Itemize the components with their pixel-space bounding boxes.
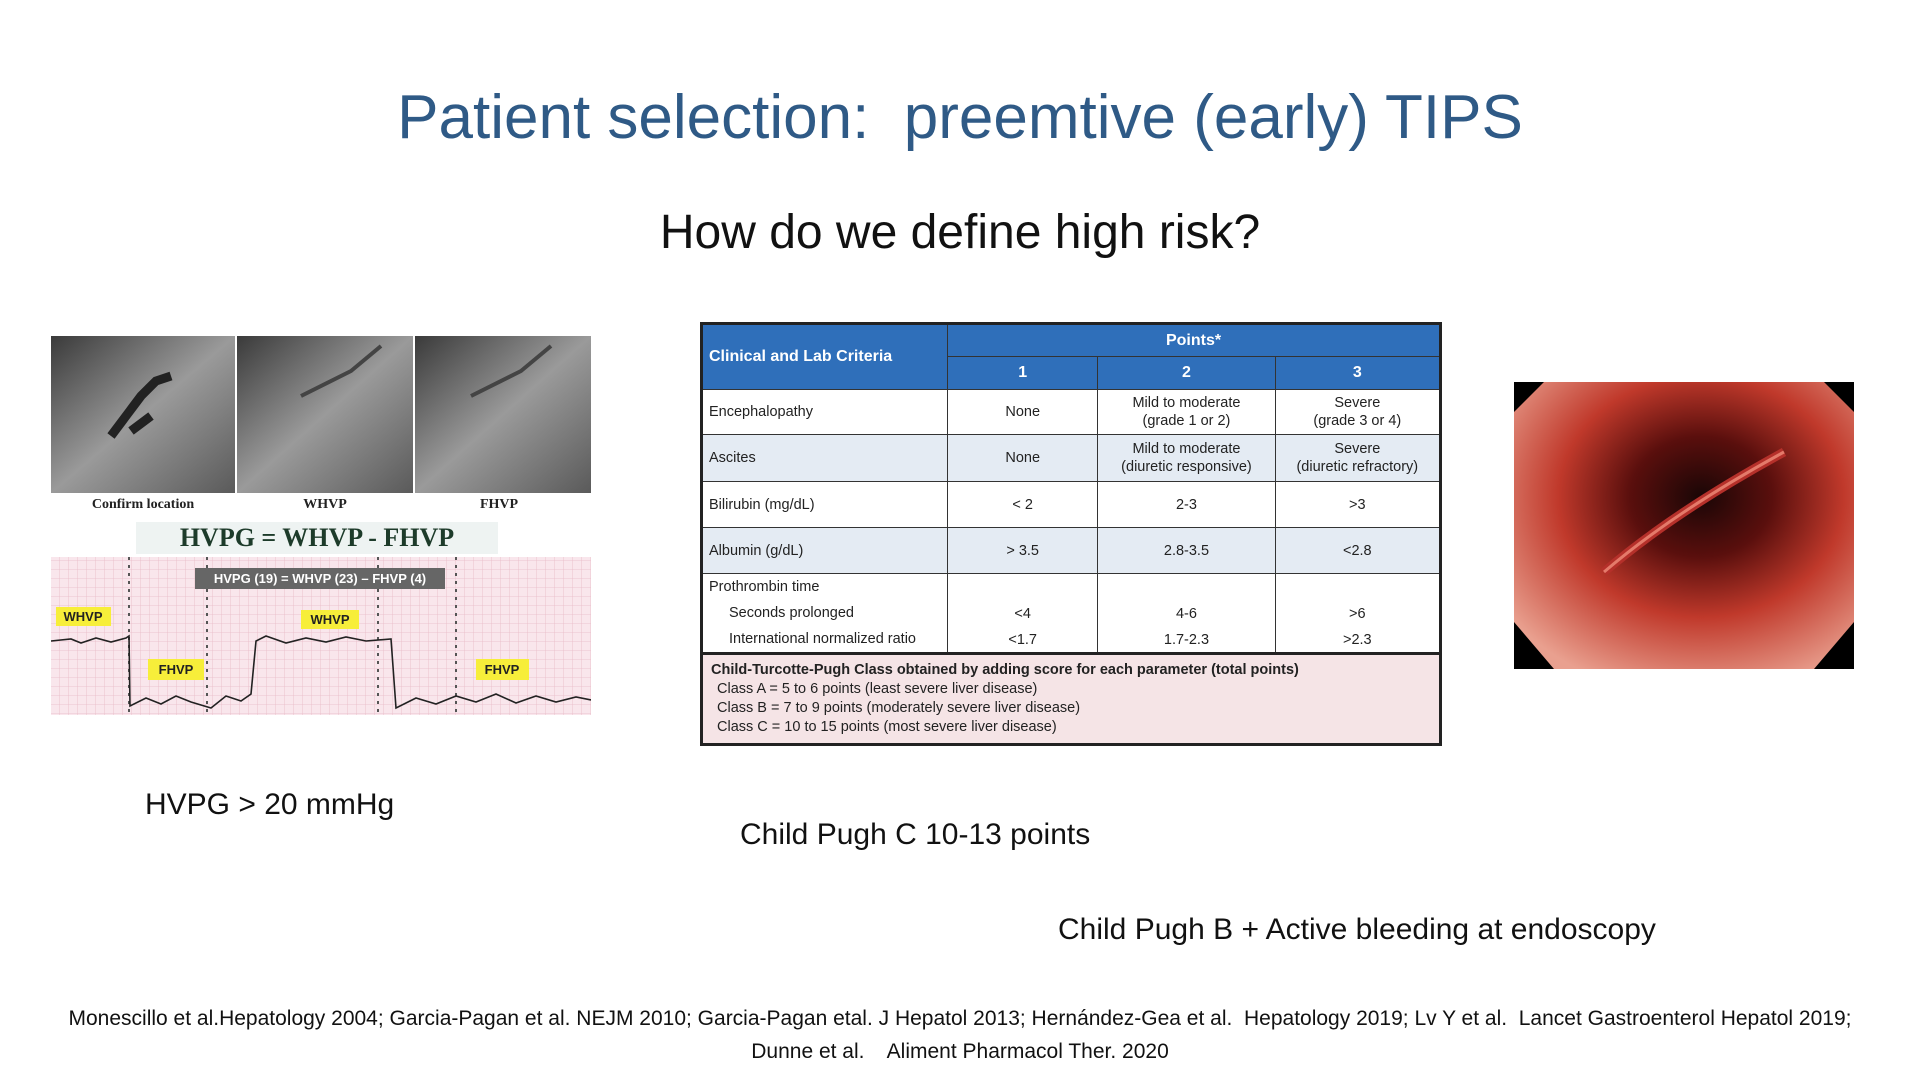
cell-line: 1.7-2.3	[1163, 632, 1210, 648]
cell-line: Severe	[1334, 395, 1381, 411]
tracing-label: WHVP	[64, 609, 103, 624]
table-cell: 2-3	[1097, 481, 1276, 528]
criterion: Encephalopathy	[700, 389, 949, 435]
criterion: Prothrombin time Seconds prolonged Interna…	[700, 573, 949, 654]
cell-line: Severe	[1334, 441, 1381, 457]
table-row: Prothrombin time Seconds prolonged Interna…	[700, 573, 1442, 654]
footer-cell: Child-Turcotte-Pugh Class obtained by ad…	[701, 652, 1441, 745]
cell-line: > 3.5	[1006, 542, 1039, 559]
table-cell: <2.8	[1274, 527, 1442, 574]
table-cell: 2.8-3.5	[1097, 527, 1276, 574]
criterion-line: Prothrombin time	[709, 579, 820, 595]
cell-line: 2-3	[1175, 496, 1197, 513]
vessel	[107, 371, 173, 439]
cell-line: >3	[1349, 496, 1366, 513]
table-cell: None	[947, 434, 1099, 482]
xray-panel	[415, 336, 591, 493]
formula-box	[136, 522, 498, 554]
table-row: Encephalopathy None Mild to moderate (grade…	[700, 389, 1442, 435]
cell-line: 2.8-3.5	[1163, 542, 1210, 559]
reference-line: Dunne et al. Aliment Pharmacol Ther. 202…	[751, 1040, 1169, 1063]
catheter	[300, 344, 553, 398]
table-cell: None	[947, 389, 1099, 435]
cell-line: < 2	[1012, 496, 1033, 513]
slide-title: Patient selection: preemtive (early) TIP…	[397, 83, 1523, 152]
table-cell: Severe (grade 3 or 4)	[1274, 389, 1442, 435]
child-pugh-table: Clinical and Lab Criteria Points* 1 2 3 Encep…	[700, 322, 1442, 746]
caption: Child Pugh B + Active bleeding at endosc…	[1058, 913, 1656, 946]
footer-row: Child-Turcotte-Pugh Class obtained by ad…	[701, 652, 1441, 745]
tracing-label: WHVP	[311, 612, 350, 627]
header-cell: Points*	[947, 323, 1441, 357]
reference-line: Monescillo et al.Hepatology 2004; Garcia…	[68, 1007, 1852, 1030]
xray-panel	[51, 336, 235, 493]
criterion: Ascites	[700, 434, 949, 482]
example: HVPG (19) = WHVP (23) – FHVP (4)	[214, 571, 426, 586]
table-cell: >6 >2.3	[1274, 573, 1442, 654]
caption: Child Pugh C 10-13 points	[740, 818, 1091, 851]
table-cell: < 2	[947, 481, 1099, 528]
footer-line: Class A = 5 to 6 points (least severe li…	[717, 681, 1038, 697]
cell-line: (diuretic responsive)	[1121, 459, 1252, 475]
header-cell: 3	[1274, 356, 1442, 390]
cell-line: (grade 3 or 4)	[1313, 413, 1402, 429]
criterion: Bilirubin (mg/dL)	[700, 481, 949, 528]
panel-label: Confirm location	[92, 497, 194, 512]
slide-subtitle: How do we define high risk?	[659, 206, 1261, 259]
table-cell: Mild to moderate (grade 1 or 2)	[1097, 389, 1276, 435]
cell-line: (grade 1 or 2)	[1142, 413, 1231, 429]
cell-line: >2.3	[1343, 632, 1372, 648]
table-cell: > 3.5	[947, 527, 1099, 574]
tracing-line	[51, 634, 591, 710]
cell-line: Mild to moderate	[1132, 441, 1241, 457]
cell-line: (diuretic refractory)	[1296, 459, 1419, 475]
header-cell: 2	[1097, 356, 1276, 390]
table-row: Albumin (g/dL) > 3.5 2.8-3.5 <2.8	[700, 527, 1442, 574]
endoscopy-image	[1514, 382, 1854, 669]
footer-line: Class B = 7 to 9 points (moderately seve…	[717, 700, 1081, 716]
references: Monescillo et al.Hepatology 2004; Garcia…	[0, 1002, 1920, 1068]
table-cell: Mild to moderate (diuretic responsive)	[1097, 434, 1276, 482]
header-cell: Clinical and Lab Criteria	[700, 323, 949, 390]
criterion: Albumin (g/dL)	[700, 527, 949, 574]
cell-line: <4	[1014, 606, 1031, 622]
cell-line: <1.7	[1008, 632, 1037, 648]
cell-line: <2.8	[1343, 542, 1372, 559]
panel-label: FHVP	[480, 497, 519, 512]
tracing-label: FHVP	[159, 662, 194, 677]
tracing-label: FHVP	[485, 662, 520, 677]
table-cell: >3	[1274, 481, 1442, 528]
formula: HVPG = WHVP - FHVP	[180, 523, 454, 552]
table-cell: Severe (diuretic refractory)	[1274, 434, 1442, 482]
table-row: Bilirubin (mg/dL) < 2 2-3 >3	[700, 481, 1442, 528]
hvpg-figure: Confirm location WHVP FHVP HVPG = WHVP -…	[51, 336, 591, 715]
xray-panel	[237, 336, 413, 493]
cell-line: None	[1005, 404, 1041, 420]
panel-label: WHVP	[303, 497, 347, 512]
criterion-line: International normalized ratio	[729, 631, 916, 647]
cell-line: 4-6	[1175, 606, 1197, 622]
cell-line: >6	[1349, 606, 1366, 622]
header-cell: 1	[947, 356, 1099, 390]
example-box	[195, 568, 445, 589]
header-row: Clinical and Lab Criteria Points*	[700, 323, 1441, 390]
caption: HVPG > 20 mmHg	[145, 788, 395, 821]
criterion-line: Seconds prolonged	[729, 605, 854, 621]
table-row: Ascites None Mild to moderate (diuretic res…	[700, 434, 1442, 482]
cell-line: None	[1005, 450, 1041, 466]
cell-line: Mild to moderate	[1132, 395, 1241, 411]
table-cell: <4 <1.7	[947, 573, 1099, 654]
table-cell: 4-6 1.7-2.3	[1097, 573, 1276, 654]
footer-heading: Child-Turcotte-Pugh Class obtained by ad…	[711, 662, 1299, 678]
footer-line: Class C = 10 to 15 points (most severe l…	[717, 719, 1057, 735]
